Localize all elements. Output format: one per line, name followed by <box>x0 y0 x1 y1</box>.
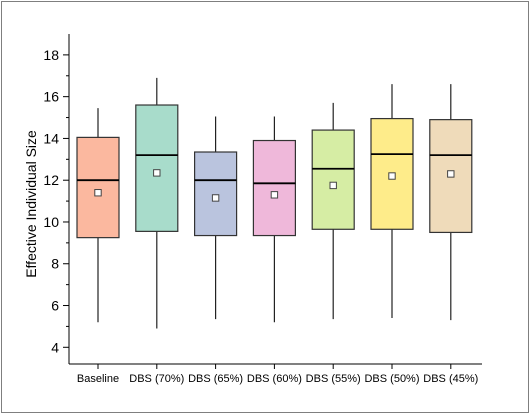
box-iqr <box>311 129 355 230</box>
box-iqr <box>252 139 296 237</box>
y-tick-label: 4 <box>51 339 59 355</box>
boxes-layer <box>76 77 473 329</box>
y-tick-label: 16 <box>43 89 59 105</box>
axes-layer: 4 6 8 10 12 14 16 18 Baseline DBS (70%) DBS (65%) D… <box>43 34 482 385</box>
y-tick-label: 12 <box>43 172 59 188</box>
x-tick-label: DBS (65%) <box>188 373 243 385</box>
box-group <box>135 77 179 329</box>
box-group <box>370 84 414 319</box>
x-tick-label: Baseline <box>77 373 119 385</box>
y-tick-label: 10 <box>43 214 59 230</box>
box-group <box>311 102 355 320</box>
x-tick-label: DBS (50%) <box>364 373 419 385</box>
box-group <box>252 116 296 323</box>
y-axis-title: Effective Individual Size <box>23 130 39 278</box>
box-group <box>194 116 238 320</box>
x-tick-label: DBS (60%) <box>247 373 302 385</box>
box-mean-marker <box>270 191 279 199</box>
y-tick-label: 6 <box>51 298 59 314</box>
y-tick-label: 8 <box>51 256 59 272</box>
box-mean-marker <box>329 181 337 190</box>
box-mean-marker <box>153 169 161 177</box>
x-tick-label: DBS (70%) <box>129 373 184 385</box>
y-tick-label: 18 <box>43 47 59 63</box>
box-iqr <box>194 151 238 237</box>
box-mean-marker <box>388 172 396 180</box>
box-group <box>429 84 473 321</box>
box-group <box>76 108 120 323</box>
x-tick-label: DBS (55%) <box>306 373 361 385</box>
x-tick-label: DBS (45%) <box>423 373 478 385</box>
box-mean-marker <box>94 189 102 197</box>
box-iqr <box>135 104 179 232</box>
box-iqr <box>76 136 120 239</box>
y-tick-label: 14 <box>43 130 59 146</box>
box-mean-marker <box>447 170 455 178</box>
box-mean-marker <box>211 194 220 202</box>
